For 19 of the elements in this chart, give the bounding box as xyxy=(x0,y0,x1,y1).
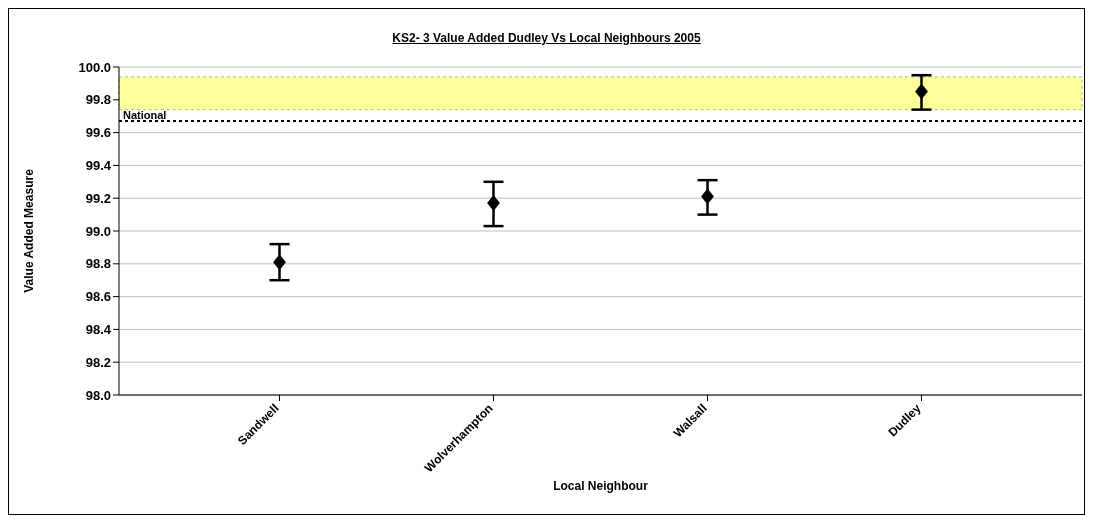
y-tick-label: 98.0 xyxy=(85,387,111,403)
y-tick-label: 100.0 xyxy=(78,59,111,75)
y-axis-title: Value Added Measure xyxy=(22,168,37,293)
point xyxy=(487,195,500,212)
point xyxy=(915,83,928,100)
y-tick-label: 98.8 xyxy=(85,256,111,272)
y-tick-label: 98.6 xyxy=(85,289,111,305)
ref-line-label: National xyxy=(123,108,167,121)
y-tick-label: 99.0 xyxy=(85,223,111,239)
y-tick-label: 98.4 xyxy=(85,322,112,338)
y-tick-label: 99.2 xyxy=(85,190,111,206)
y-tick-label: 99.6 xyxy=(85,125,111,141)
y-tick-label: 99.4 xyxy=(85,158,112,174)
point xyxy=(701,188,714,205)
chart-title: KS2- 3 Value Added Dudley Vs Local Neighbours 2005 xyxy=(391,31,702,45)
y-tick-label: 99.8 xyxy=(85,92,111,108)
x-axis-title: Local Neighbour xyxy=(553,479,649,493)
y-tick-label: 98.2 xyxy=(85,354,111,370)
point xyxy=(273,254,286,271)
